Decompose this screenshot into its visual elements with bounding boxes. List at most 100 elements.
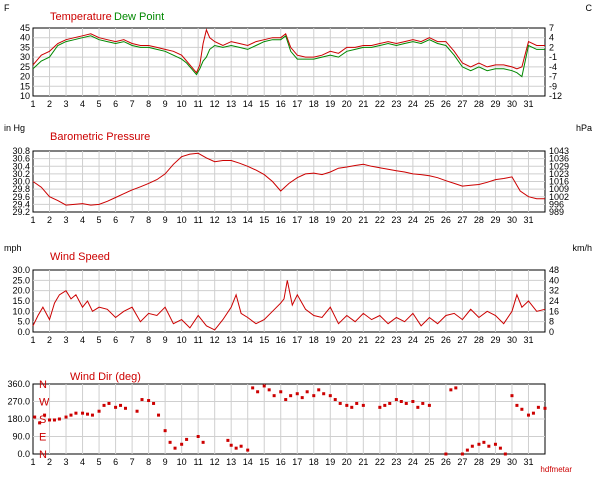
x-tick-label: 8 xyxy=(146,335,151,345)
chart-title: Wind Speed xyxy=(50,251,110,263)
data-point xyxy=(543,406,547,410)
x-tick-label: 10 xyxy=(177,99,187,109)
x-tick-label: 6 xyxy=(113,457,118,467)
x-tick-label: 6 xyxy=(113,99,118,109)
x-tick-label: 9 xyxy=(163,335,168,345)
data-point xyxy=(284,398,288,402)
x-tick-label: 12 xyxy=(210,215,220,225)
y-tick-label-right: 1029 xyxy=(549,161,569,171)
data-point xyxy=(251,386,255,390)
x-tick-label: 27 xyxy=(457,215,467,225)
x-tick-label: 22 xyxy=(375,99,385,109)
y-tick-label: 25 xyxy=(20,62,30,72)
x-tick-label: 17 xyxy=(292,457,302,467)
x-tick-label: 3 xyxy=(64,99,69,109)
data-point xyxy=(69,413,73,417)
x-tick-label: 20 xyxy=(342,215,352,225)
data-point xyxy=(226,438,230,442)
x-tick-label: 16 xyxy=(276,457,286,467)
y-tick-label: 360.0 xyxy=(7,379,30,389)
data-point xyxy=(256,390,260,394)
x-tick-label: 15 xyxy=(259,215,269,225)
x-tick-label: 26 xyxy=(441,99,451,109)
x-tick-label: 31 xyxy=(523,335,533,345)
data-point xyxy=(345,403,349,407)
y-tick-label: 30.4 xyxy=(12,161,30,171)
x-tick-label: 22 xyxy=(375,215,385,225)
y-tick-label-right: 996 xyxy=(549,199,564,209)
x-tick-label: 10 xyxy=(177,215,187,225)
x-tick-label: 26 xyxy=(441,215,451,225)
data-point xyxy=(163,429,167,433)
x-tick-label: 16 xyxy=(276,335,286,345)
y-tick-label-right: 989 xyxy=(549,207,564,217)
data-point xyxy=(388,401,392,405)
x-tick-label: 7 xyxy=(130,335,135,345)
y-tick-label-right: 40 xyxy=(549,275,559,285)
data-point xyxy=(470,444,474,448)
series-line-dew-point xyxy=(32,34,545,78)
x-tick-label: 16 xyxy=(276,99,286,109)
x-tick-label: 13 xyxy=(226,457,236,467)
data-point xyxy=(498,446,502,450)
y-tick-label: 0.0 xyxy=(17,327,30,337)
x-tick-label: 6 xyxy=(113,215,118,225)
data-point xyxy=(279,390,283,394)
data-point xyxy=(338,401,342,405)
x-tick-label: 30 xyxy=(507,457,517,467)
y-tick-label: 5.0 xyxy=(17,317,30,327)
data-point xyxy=(140,398,144,402)
x-tick-label: 14 xyxy=(243,215,253,225)
x-tick-label: 8 xyxy=(146,457,151,467)
x-tick-label: 21 xyxy=(358,99,368,109)
data-point xyxy=(355,401,359,405)
compass-label: N xyxy=(39,449,47,461)
data-point xyxy=(173,446,177,450)
data-point xyxy=(64,415,68,419)
y-tick-label-right: 1036 xyxy=(549,154,569,164)
right-unit-label: km/h xyxy=(572,243,592,253)
data-point xyxy=(465,448,469,452)
x-tick-label: 20 xyxy=(342,335,352,345)
data-point xyxy=(493,442,497,446)
x-tick-label: 26 xyxy=(441,457,451,467)
x-tick-label: 4 xyxy=(80,457,85,467)
x-tick-label: 9 xyxy=(163,215,168,225)
x-tick-label: 11 xyxy=(193,457,202,467)
x-tick-label: 9 xyxy=(163,99,168,109)
y-tick-label: 15 xyxy=(20,81,30,91)
data-point xyxy=(33,415,37,419)
x-tick-label: 9 xyxy=(163,457,168,467)
y-tick-label-right: 2 xyxy=(549,42,554,52)
x-tick-label: 21 xyxy=(358,457,368,467)
data-point xyxy=(536,405,540,409)
data-point xyxy=(383,403,387,407)
x-tick-label: 24 xyxy=(408,335,418,345)
x-tick-label: 23 xyxy=(391,457,401,467)
x-tick-label: 16 xyxy=(276,215,286,225)
y-tick-label: 10 xyxy=(20,91,30,101)
x-tick-label: 18 xyxy=(309,457,319,467)
x-tick-label: 5 xyxy=(97,335,102,345)
data-point xyxy=(510,394,514,398)
data-point xyxy=(515,403,519,407)
x-tick-label: 17 xyxy=(292,215,302,225)
y-tick-label-right: 1023 xyxy=(549,169,569,179)
y-tick-label-right: 48 xyxy=(549,265,559,275)
x-tick-label: 27 xyxy=(457,335,467,345)
y-tick-label-right: -9 xyxy=(549,81,557,91)
data-point xyxy=(48,418,52,422)
chart-title: Wind Dir (deg) xyxy=(70,371,141,383)
x-tick-label: 11 xyxy=(193,99,202,109)
data-point xyxy=(416,405,420,409)
y-tick-label-right: 32 xyxy=(549,286,559,296)
x-tick-label: 19 xyxy=(325,457,335,467)
y-tick-label-right: -7 xyxy=(549,72,557,82)
y-tick-label-right: 1016 xyxy=(549,177,569,187)
data-point xyxy=(295,392,299,396)
x-tick-label: 13 xyxy=(226,215,236,225)
data-point xyxy=(421,401,425,405)
x-tick-label: 2 xyxy=(47,99,52,109)
x-tick-label: 22 xyxy=(375,335,385,345)
